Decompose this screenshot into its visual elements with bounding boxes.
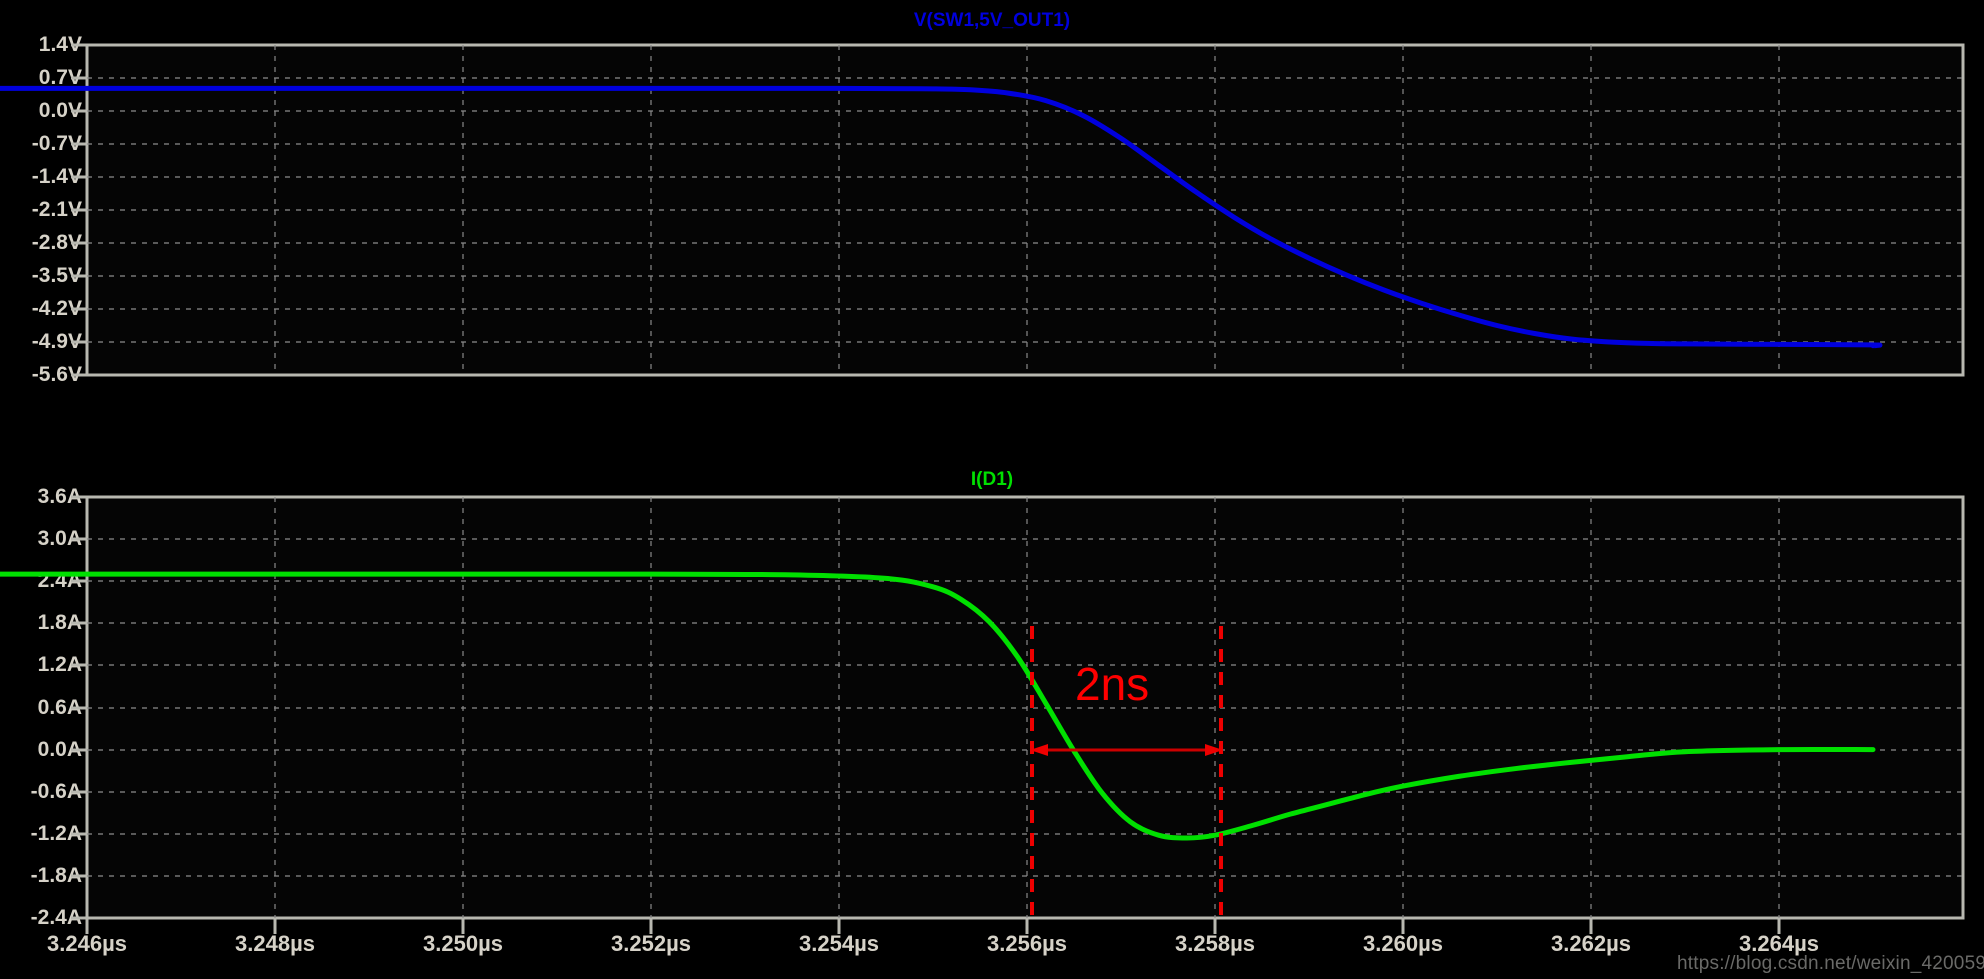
ytick-label: -2.8V xyxy=(31,231,82,254)
ytick-label: -4.2V xyxy=(31,297,82,320)
ytick-label: 3.0A xyxy=(37,527,82,550)
ytick-label: 1.2A xyxy=(37,653,82,676)
ytick-label: -1.2A xyxy=(30,822,82,845)
current-plot-canvas[interactable] xyxy=(0,466,1984,979)
ytick-label: -5.6V xyxy=(31,363,82,386)
ytick-label: 1.8A xyxy=(37,611,82,634)
xtick-label: 3.258µs xyxy=(1175,931,1255,956)
arrow-head-right xyxy=(1205,744,1223,756)
ytick-label: 0.0A xyxy=(37,738,82,761)
voltage-y-axis-labels: 1.4V 0.7V 0.0V -0.7V -1.4V -2.1V -2.8V -… xyxy=(0,0,82,466)
xtick-label: 3.246µs xyxy=(47,931,127,956)
ytick-label: 0.0V xyxy=(38,99,82,122)
ytick-label: -2.1V xyxy=(31,198,82,221)
ytick-label: 0.7V xyxy=(38,66,82,89)
current-trace xyxy=(0,571,1876,841)
measurement-markers xyxy=(1030,626,1223,918)
ytick-label: -2.4A xyxy=(30,906,82,929)
ytick-label: -0.7V xyxy=(31,132,82,155)
xtick-label: 3.256µs xyxy=(987,931,1067,956)
xtick-label: 3.260µs xyxy=(1363,931,1443,956)
measurement-label: 2ns xyxy=(1075,658,1150,710)
ytick-label: 3.6A xyxy=(37,485,82,508)
xtick-label: 3.264µs xyxy=(1739,931,1819,956)
voltage-plot-title[interactable]: V(SW1,5V_OUT1) xyxy=(913,10,1071,31)
ytick-label: -1.4V xyxy=(31,165,82,188)
ytick-label: -0.6A xyxy=(30,780,82,803)
voltage-pane: V(SW1,5V_OUT1) 1.4V 0.7V 0.0V -0.7V -1.4… xyxy=(0,0,1984,466)
xtick-label: 3.252µs xyxy=(611,931,691,956)
x-axis-labels: 3.246µs 3.248µs 3.250µs 3.252µs 3.254µs … xyxy=(0,466,1984,979)
voltage-trace xyxy=(0,85,1883,349)
xtick-label: 3.254µs xyxy=(799,931,879,956)
arrow-head-left xyxy=(1030,744,1048,756)
xtick-label: 3.248µs xyxy=(235,931,315,956)
current-plot-title[interactable]: I(D1) xyxy=(970,469,1014,490)
watermark-text: https://blog.csdn.net/weixin_42005993 xyxy=(1677,953,1984,974)
ytick-label: -4.9V xyxy=(31,330,82,353)
ytick-label: -1.8A xyxy=(30,864,82,887)
xtick-label: 3.250µs xyxy=(423,931,503,956)
ytick-label: 0.6A xyxy=(37,696,82,719)
ytick-label: -3.5V xyxy=(31,264,82,287)
voltage-plot-canvas[interactable] xyxy=(0,0,1984,466)
current-pane: I(D1) 3.6A 3.0A 2.4A 1.8A 1.2A 0.6A 0.0A… xyxy=(0,466,1984,979)
ytick-label: 1.4V xyxy=(38,33,82,56)
xtick-label: 3.262µs xyxy=(1551,931,1631,956)
